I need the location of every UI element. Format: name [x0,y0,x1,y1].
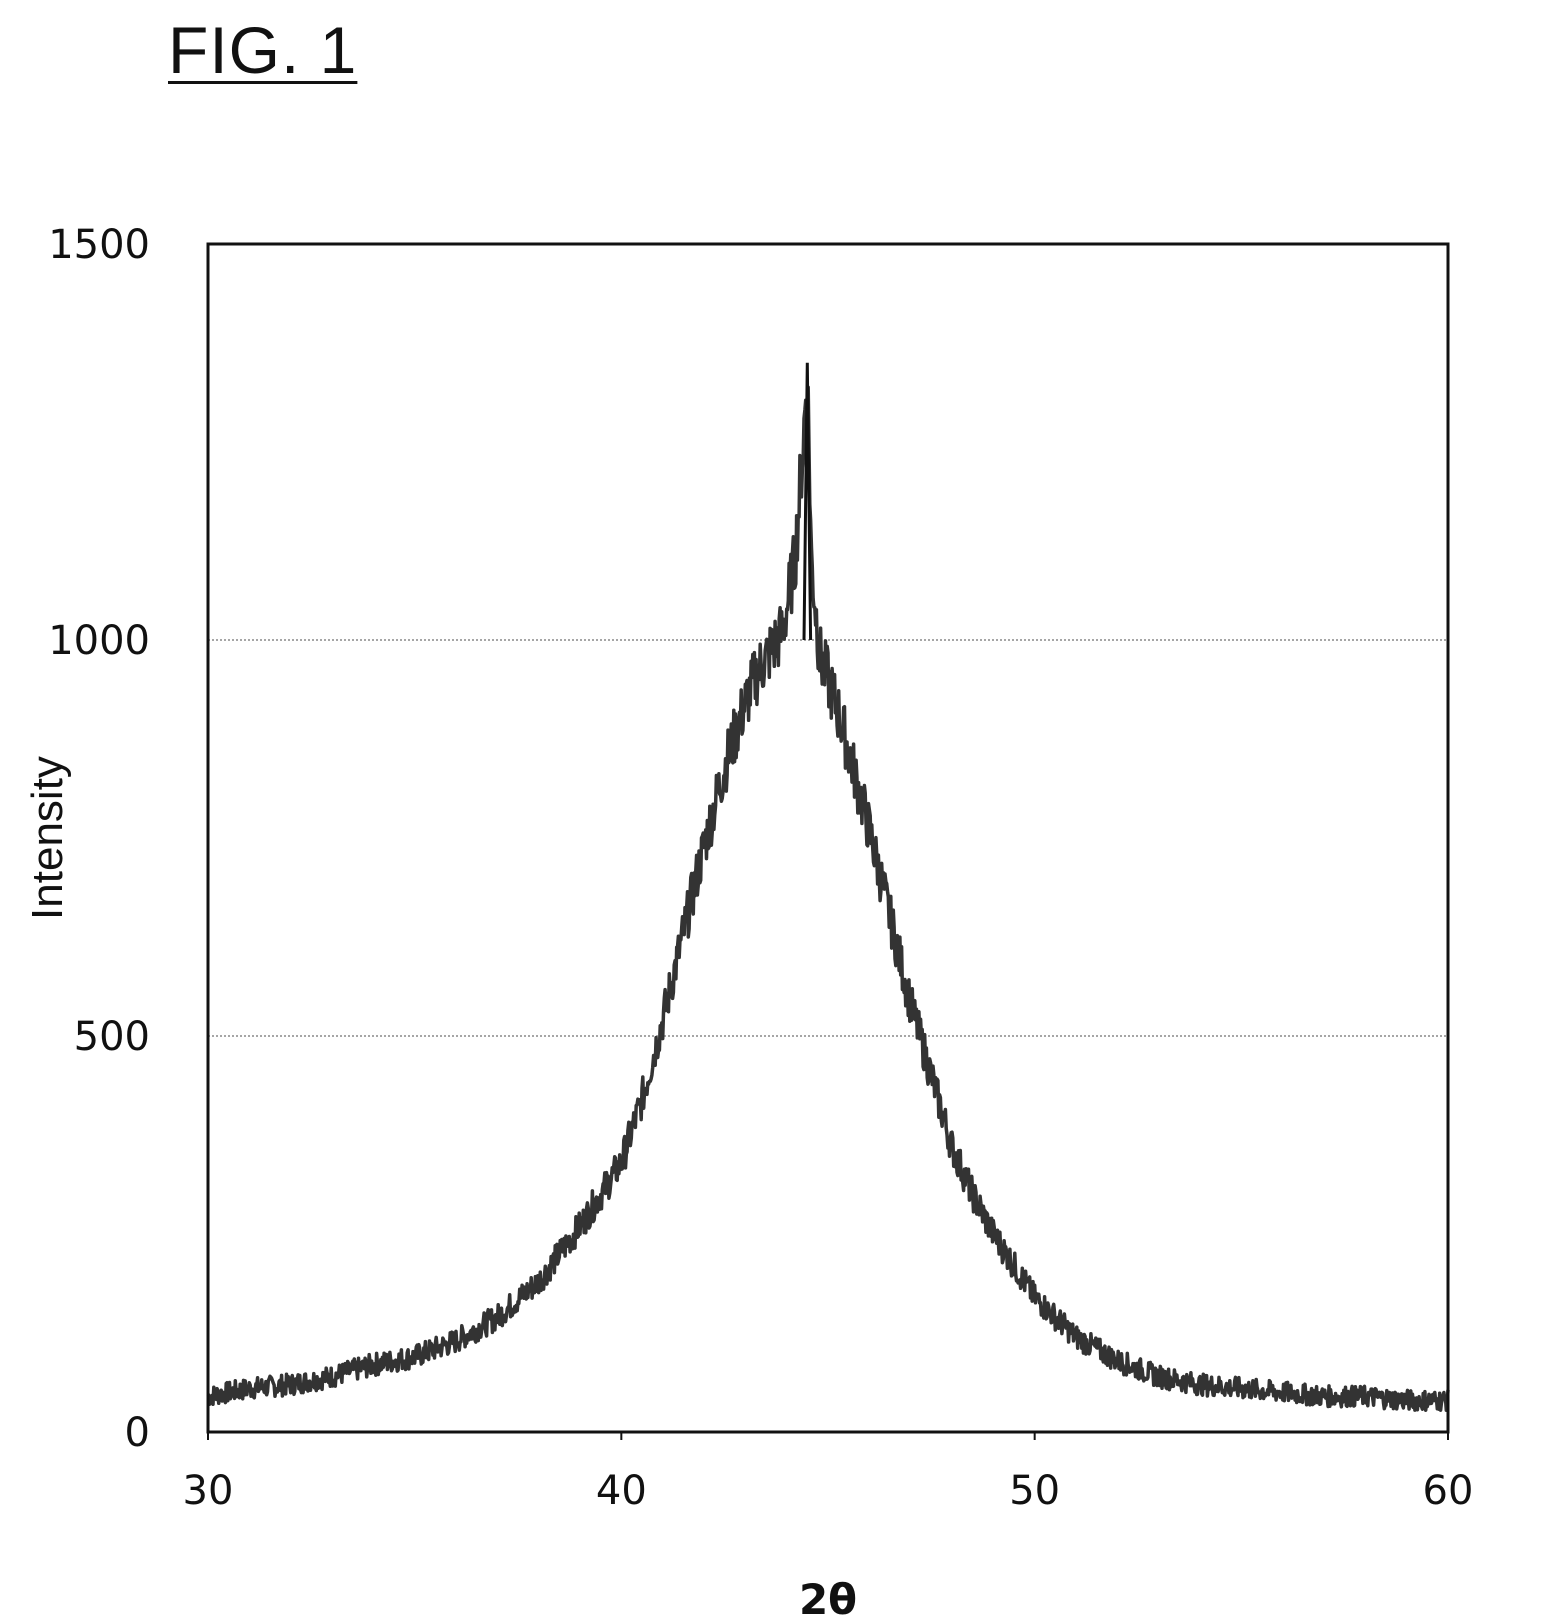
figure-label: FIG. 1 [168,13,358,87]
x-axis-label: 2θ [799,1575,857,1622]
peak-spike [802,362,813,641]
x-tick-50: 50 [1009,1468,1060,1514]
grid-lines [208,639,1448,1037]
x-tick-labels: 30 40 50 60 [183,1432,1474,1514]
y-tick-500: 500 [74,1014,150,1060]
y-axis-label: Intensity [23,756,72,920]
intensity-curve [206,385,1450,1413]
y-tick-labels: 0 500 1000 1500 [48,222,150,1456]
y-tick-1000: 1000 [48,618,150,664]
plot-frame [206,242,1450,1434]
x-tick-60: 60 [1423,1468,1474,1514]
x-tick-30: 30 [183,1468,234,1514]
y-tick-0: 0 [125,1410,150,1456]
y-tick-1500: 1500 [48,222,150,268]
x-tick-40: 40 [596,1468,647,1514]
